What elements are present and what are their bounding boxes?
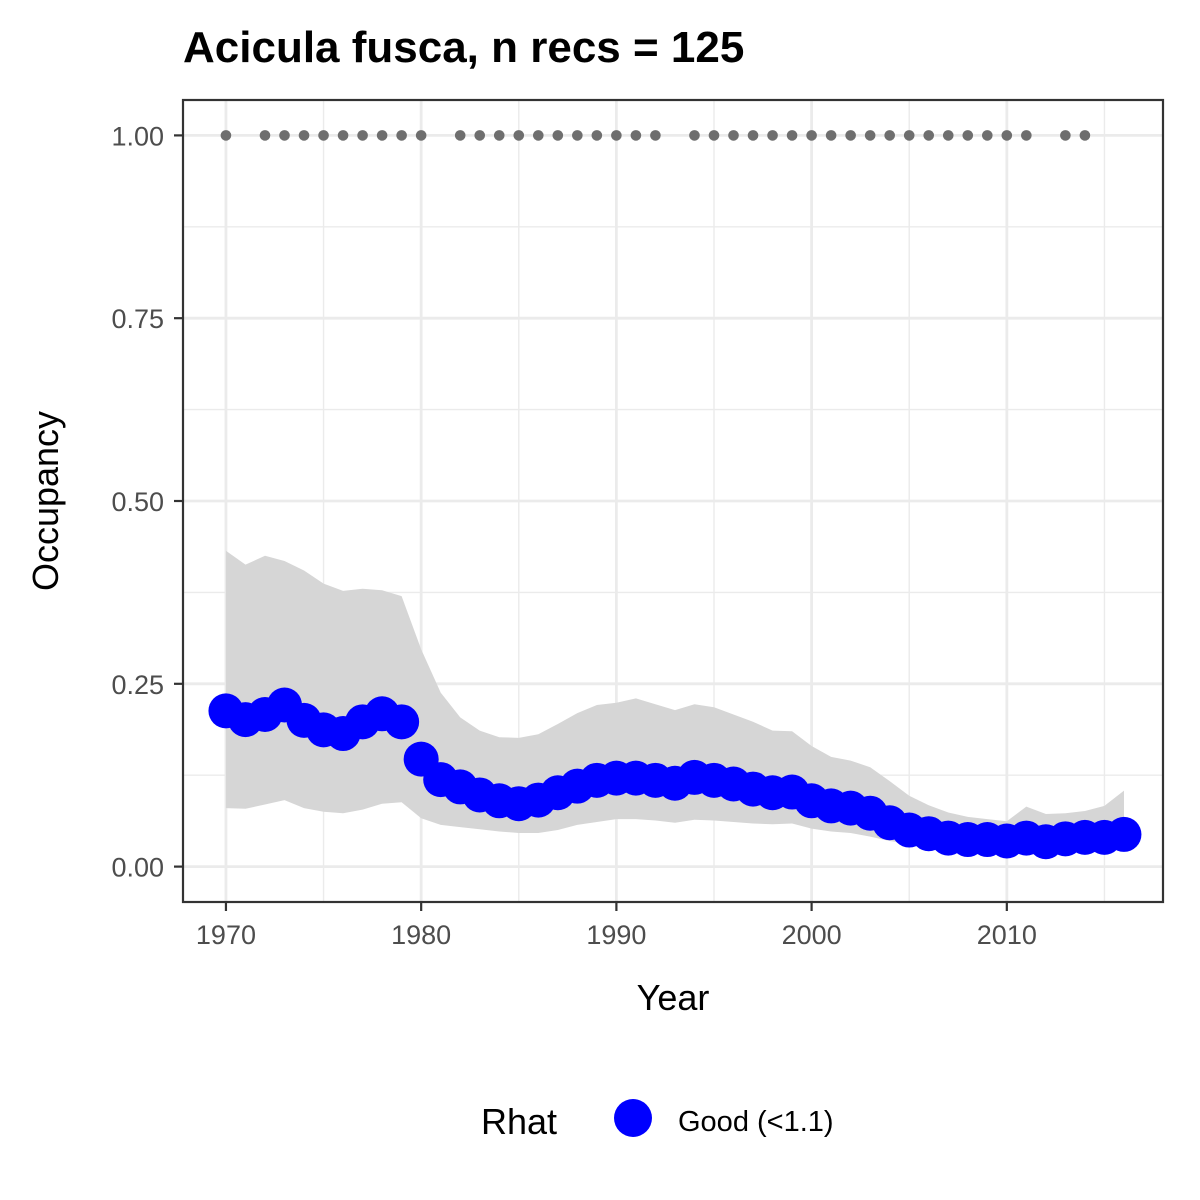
record-year-mark — [864, 130, 876, 141]
record-year-marks — [220, 130, 1091, 141]
occupancy-points — [208, 687, 1142, 860]
record-year-mark — [767, 130, 778, 141]
legend-title: Rhat — [481, 1101, 557, 1142]
x-tick-label: 2010 — [977, 920, 1037, 950]
legend-key-good — [614, 1099, 652, 1137]
y-tick-label: 0.00 — [111, 853, 164, 883]
record-year-mark — [591, 130, 603, 141]
record-year-mark — [572, 130, 583, 141]
y-tick-label: 0.50 — [111, 487, 164, 517]
record-year-mark — [259, 130, 271, 141]
occupancy-point — [384, 704, 420, 740]
record-year-mark — [708, 130, 720, 141]
record-year-mark — [1060, 130, 1071, 141]
record-year-mark — [396, 130, 407, 141]
record-year-mark — [474, 130, 486, 141]
occupancy-point — [1106, 816, 1142, 852]
record-year-mark — [825, 130, 837, 141]
record-year-mark — [532, 130, 544, 141]
record-year-mark — [279, 130, 290, 141]
record-year-mark — [454, 130, 466, 141]
record-year-mark — [728, 130, 739, 141]
record-year-mark — [962, 130, 974, 141]
y-axis-title: Occupancy — [25, 411, 66, 591]
record-year-mark — [1001, 130, 1013, 141]
record-year-mark — [552, 130, 564, 141]
record-year-mark — [806, 130, 817, 141]
record-year-mark — [357, 130, 368, 141]
record-year-mark — [1021, 130, 1032, 141]
record-year-mark — [903, 130, 915, 141]
axes: 0.00 0.25 0.50 0.75 1.00 1970 1980 1990 2000 2010 — [111, 121, 1036, 950]
record-year-mark — [318, 130, 329, 141]
x-axis-title: Year — [637, 977, 710, 1018]
x-tick-label: 1980 — [391, 920, 451, 950]
record-year-mark — [220, 130, 232, 141]
record-year-mark — [376, 130, 388, 141]
x-tick-label: 1990 — [586, 920, 646, 950]
y-tick-label: 0.75 — [111, 304, 164, 334]
record-year-mark — [982, 130, 993, 141]
record-year-mark — [845, 130, 856, 141]
legend-label-good: Good (<1.1) — [678, 1106, 834, 1138]
record-year-mark — [337, 130, 349, 141]
record-year-mark — [493, 130, 505, 141]
record-year-mark — [415, 130, 427, 141]
record-year-mark — [611, 130, 622, 141]
record-year-mark — [630, 130, 642, 141]
record-year-mark — [747, 130, 759, 141]
chart-title: Acicula fusca, n recs = 125 — [183, 23, 744, 72]
x-tick-label: 1970 — [196, 920, 256, 950]
y-tick-label: 0.25 — [111, 670, 164, 700]
record-year-mark — [786, 130, 798, 141]
record-year-mark — [942, 130, 954, 141]
record-year-mark — [298, 130, 310, 141]
legend: Rhat Good (<1.1) — [481, 1099, 834, 1142]
record-year-mark — [650, 130, 661, 141]
y-tick-label: 1.00 — [111, 121, 164, 151]
record-year-mark — [884, 130, 895, 141]
record-year-mark — [923, 130, 935, 141]
record-year-mark — [513, 130, 525, 141]
x-tick-label: 2000 — [782, 920, 842, 950]
record-year-mark — [689, 130, 700, 141]
record-year-mark — [1079, 130, 1091, 141]
